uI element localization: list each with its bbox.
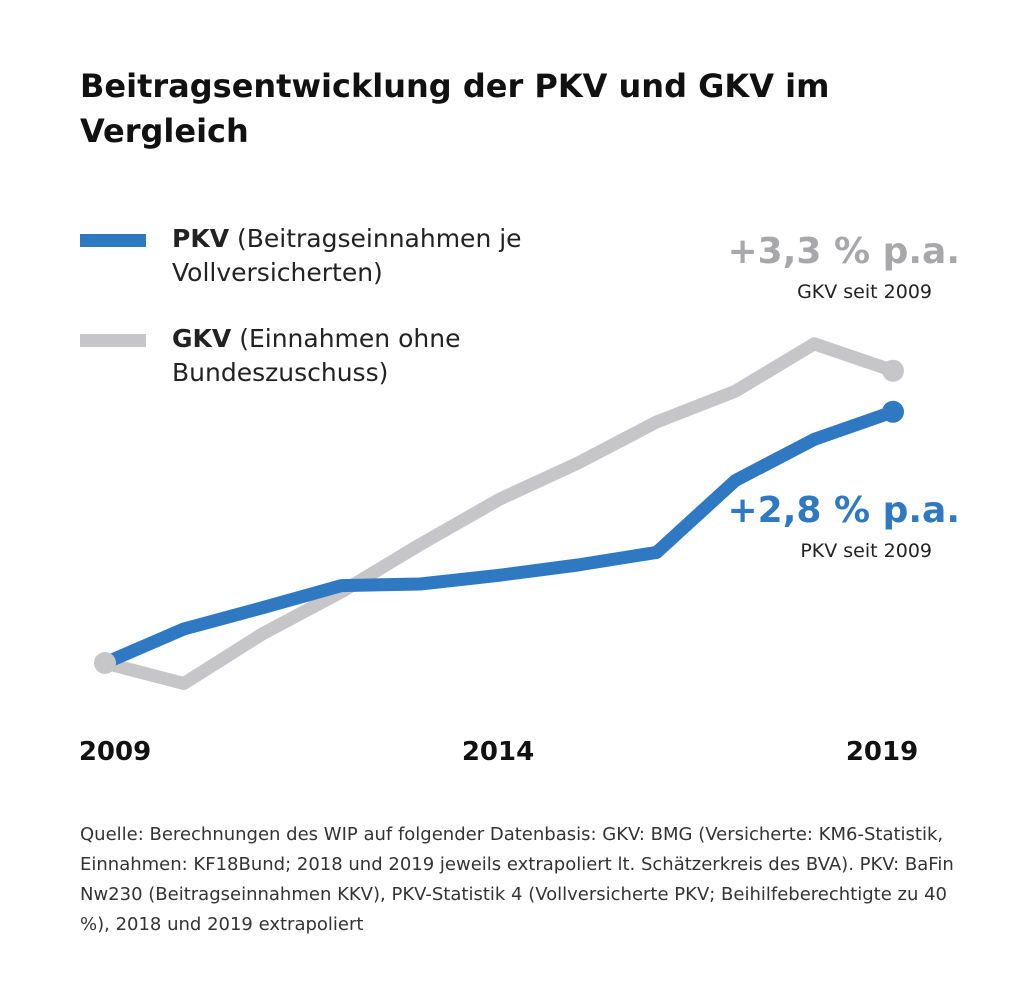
series-layer [94, 337, 904, 690]
legend-description-gkv: (Einnahmen ohne Bundeszuschuss) [172, 324, 461, 387]
annotation-layer: +3,3 % p.a. GKV seit 2009 +2,8 % p.a. PKV s… [728, 231, 961, 562]
x-tick-label: 2009 [79, 737, 151, 767]
legend-description-pkv: (Beitragseinnahmen je Vollversicherten) [172, 224, 522, 287]
legend-label-gkv: GKV [172, 324, 232, 353]
series-line-pkv [102, 405, 896, 669]
point-end-gkv [882, 359, 904, 382]
annotation-value-gkv: +3,3 % p.a. [728, 231, 961, 272]
legend-item-pkv: PKV (Beitragseinnahmen je Vollversichert… [80, 222, 600, 322]
x-tick-label: 2019 [846, 737, 918, 767]
annotation-value-pkv: +2,8 % p.a. [728, 490, 961, 531]
legend-swatch-gkv [80, 334, 146, 347]
annotation-caption-gkv: GKV seit 2009 [797, 281, 932, 303]
point-end-pkv [882, 400, 904, 423]
x-axis: 2009 2014 2019 [79, 737, 918, 767]
legend-text-pkv: PKV (Beitragseinnahmen je Vollversichert… [172, 222, 612, 290]
point-start [94, 652, 116, 674]
legend: PKV (Beitragseinnahmen je Vollversichert… [80, 222, 600, 422]
legend-label-pkv: PKV [172, 224, 230, 253]
legend-item-gkv: GKV (Einnahmen ohne Bundeszuschuss) [80, 322, 600, 422]
legend-text-gkv: GKV (Einnahmen ohne Bundeszuschuss) [172, 322, 612, 390]
chart-title: Beitragsentwicklung der PKV und GKV im V… [80, 67, 830, 150]
source-note: Quelle: Berechnungen des WIP auf folgend… [80, 824, 954, 935]
series-line-gkv [103, 337, 896, 690]
annotation-caption-pkv: PKV seit 2009 [800, 540, 932, 562]
legend-swatch-pkv [80, 234, 146, 247]
x-tick-label: 2014 [462, 737, 534, 767]
